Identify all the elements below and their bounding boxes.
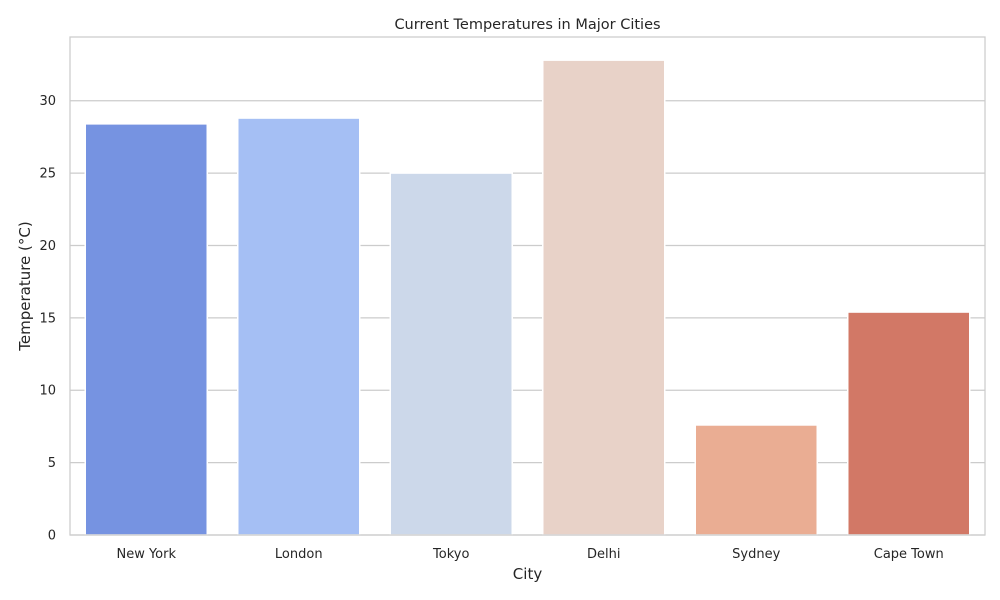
x-tick-label: New York (116, 547, 176, 562)
x-tick-labels: New York London Tokyo Delhi Sydney Cape Town (116, 547, 943, 562)
y-axis-title: Temperature (°C) (16, 221, 34, 351)
bar-new-york (84, 123, 208, 536)
y-tick-label: 15 (39, 311, 56, 326)
y-tick-label: 25 (39, 167, 56, 182)
y-tick-label: 30 (39, 94, 56, 109)
bar-cape-town (847, 311, 971, 536)
bars (84, 59, 971, 536)
x-tick-label: Delhi (587, 547, 620, 562)
chart-title: Current Temperatures in Major Cities (394, 17, 660, 33)
plot-frame (69, 36, 986, 536)
y-tick-label: 5 (48, 456, 56, 471)
x-tick-label: Cape Town (874, 547, 944, 562)
bar-london (237, 117, 361, 536)
bar-sydney (694, 424, 818, 536)
y-tick-label: 0 (48, 529, 56, 544)
bar-delhi (542, 59, 666, 536)
x-axis-title: City (513, 565, 543, 583)
x-tick-label: London (275, 547, 323, 562)
grid-lines (70, 100, 985, 536)
y-tick-labels: 0 5 10 15 20 25 30 (39, 94, 56, 543)
x-tick-label: Tokyo (432, 547, 469, 562)
y-tick-label: 10 (39, 384, 56, 399)
y-tick-label: 20 (39, 239, 56, 254)
x-tick-label: Sydney (732, 547, 780, 562)
bar-tokyo (389, 172, 513, 536)
